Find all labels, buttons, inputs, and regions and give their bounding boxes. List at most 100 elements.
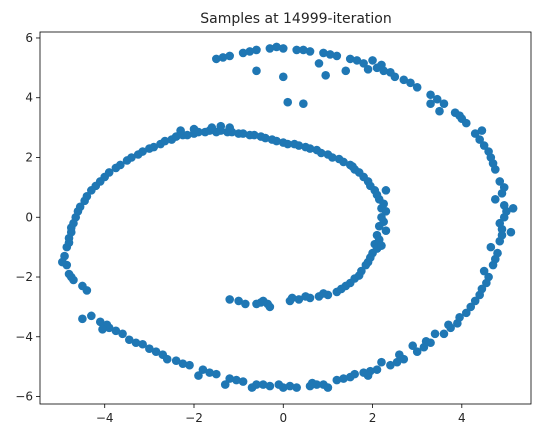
scatter-point <box>455 313 464 322</box>
scatter-point <box>339 374 348 383</box>
scatter-point <box>412 347 422 357</box>
scatter-point <box>439 329 449 339</box>
scatter-point <box>272 42 281 52</box>
scatter-point <box>399 75 409 85</box>
scatter-point <box>372 190 382 200</box>
scatter-point <box>249 130 259 140</box>
scatter-point <box>116 160 125 170</box>
scatter-point <box>198 365 208 374</box>
scatter-point <box>350 369 359 379</box>
scatter-point <box>345 278 355 288</box>
scatter-point <box>377 60 386 70</box>
scatter-point <box>294 295 304 304</box>
scatter-point <box>359 172 368 182</box>
scatter-point <box>194 371 203 380</box>
scatter-point <box>299 99 308 109</box>
scatter-point <box>508 203 518 213</box>
scatter-point <box>247 383 257 392</box>
scatter-point <box>348 162 357 171</box>
scatter-point <box>127 153 136 162</box>
scatter-point <box>205 368 214 377</box>
scatter-point <box>455 111 464 120</box>
scatter-point <box>176 126 185 135</box>
scatter-point <box>171 132 181 141</box>
scatter-point <box>162 354 172 364</box>
scatter-point <box>232 375 241 385</box>
y-tick-label: 0 <box>25 210 33 224</box>
scatter-point <box>486 242 496 252</box>
scatter-point <box>171 356 181 365</box>
scatter-point <box>345 54 355 64</box>
scatter-point <box>212 369 221 379</box>
scatter-point <box>506 227 516 237</box>
scatter-point <box>321 71 330 80</box>
scatter-point <box>274 380 284 389</box>
scatter-point <box>475 135 484 144</box>
chart-title: Samples at 14999-iteration <box>200 11 392 27</box>
scatter-point <box>484 147 493 156</box>
scatter-point <box>216 121 226 131</box>
scatter-point <box>470 296 480 306</box>
scatter-point <box>265 381 275 391</box>
scatter-point <box>352 56 362 65</box>
scatter-point <box>432 94 442 104</box>
scatter-point <box>439 99 449 109</box>
scatter-point <box>299 45 308 55</box>
scatter-point <box>488 159 498 168</box>
scatter-point <box>479 266 489 276</box>
scatter-point <box>381 206 391 216</box>
scatter-point <box>292 383 301 392</box>
scatter-point <box>225 123 234 132</box>
scatter-point <box>258 380 268 389</box>
scatter-point <box>495 177 505 186</box>
scatter-point <box>283 97 293 107</box>
scatter-point <box>241 299 250 309</box>
scatter-point <box>272 136 281 146</box>
scatter-point <box>64 238 74 247</box>
scatter-point <box>252 66 261 76</box>
scatter-point <box>145 344 154 354</box>
scatter-point <box>497 230 507 240</box>
scatter-point <box>220 380 230 389</box>
scatter-point <box>283 139 293 149</box>
scatter-point <box>258 296 268 306</box>
scatter-point <box>379 199 389 209</box>
scatter-point <box>359 59 368 68</box>
x-tick-label: 2 <box>369 411 377 425</box>
scatter-point <box>238 377 248 386</box>
scatter-point <box>328 153 337 162</box>
scatter-point <box>225 51 234 61</box>
scatter-point <box>278 44 288 53</box>
scatter-point <box>178 359 188 368</box>
scatter-point <box>151 347 161 357</box>
scatter-point <box>502 206 511 216</box>
scatter-point <box>406 78 415 88</box>
scatter-point <box>495 218 505 228</box>
scatter-point <box>366 253 375 262</box>
scatter-point <box>118 329 127 339</box>
scatter-point <box>363 371 373 380</box>
scatter-point <box>490 254 500 264</box>
y-tick-label: −6 <box>15 390 33 404</box>
scatter-point <box>80 196 89 206</box>
scatter-point <box>138 339 147 349</box>
scatter-point <box>149 142 159 152</box>
scatter-point <box>314 59 324 68</box>
scatter-point <box>490 195 500 204</box>
scatter-point <box>189 124 199 134</box>
x-tick-label: 4 <box>458 411 466 425</box>
scatter-point <box>305 47 315 56</box>
scatter-point <box>307 378 317 388</box>
scatter-point <box>426 90 435 100</box>
scatter-point <box>466 302 476 312</box>
scatter-point <box>354 271 364 280</box>
scatter-point <box>332 375 342 385</box>
scatter-point <box>430 329 440 339</box>
scatter-point <box>245 47 255 56</box>
scatter-point <box>435 106 444 116</box>
scatter-point <box>479 141 489 150</box>
scatter-point <box>368 56 377 65</box>
scatter-point <box>87 186 96 195</box>
scatter-point <box>366 181 375 191</box>
scatter-point <box>482 278 491 288</box>
